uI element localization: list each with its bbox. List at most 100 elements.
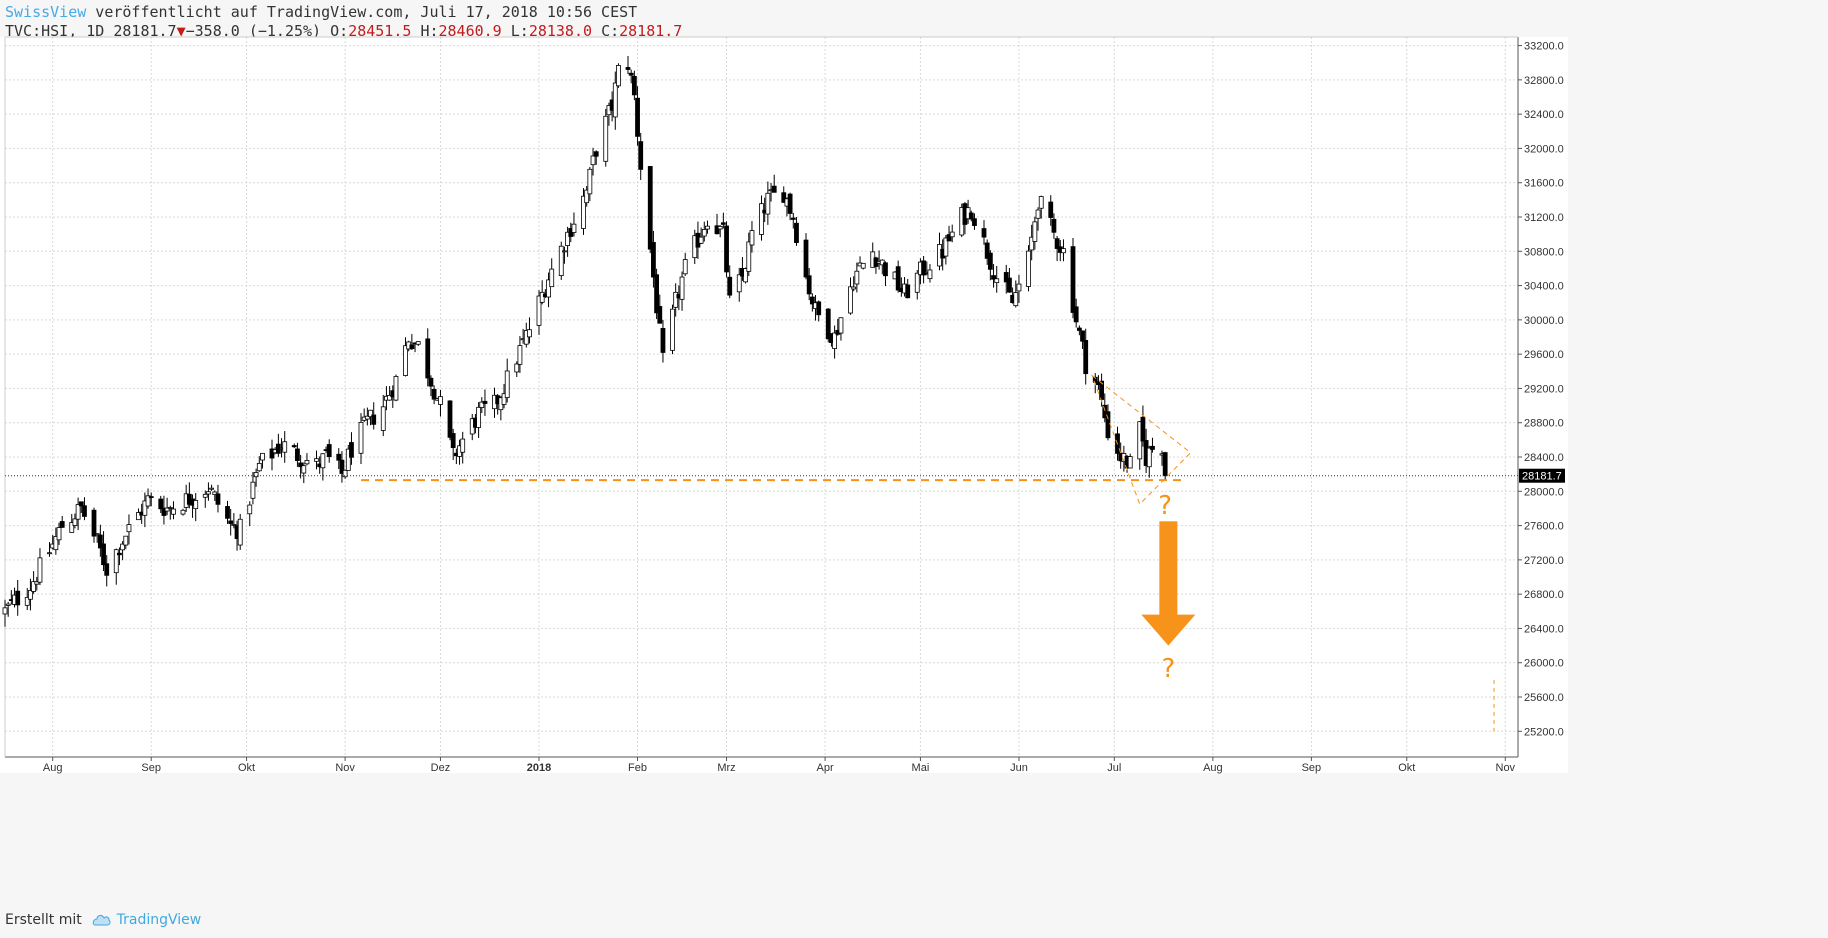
candle-body	[584, 189, 590, 204]
x-tick-label: Mrz	[717, 762, 735, 774]
candle-body	[539, 291, 545, 303]
candle-body	[593, 151, 599, 157]
candle-body	[409, 344, 415, 350]
candle-body	[148, 496, 154, 498]
publish-info: SwissView veröffentlicht auf TradingView…	[5, 3, 637, 21]
y-tick-label: 26800.0	[1524, 589, 1564, 601]
candle-body	[460, 438, 466, 453]
candle-body	[682, 259, 688, 275]
candle-body	[24, 597, 30, 606]
candle-body	[1016, 283, 1022, 292]
candle-body	[1029, 236, 1035, 251]
candle-body	[371, 414, 377, 425]
last-price-marker	[1519, 468, 1565, 483]
candle-body	[212, 491, 218, 496]
x-tick-label: Okt	[238, 762, 255, 774]
candle-body	[581, 195, 586, 229]
x-tick-label: Nov	[335, 762, 355, 774]
candle-body	[304, 460, 310, 465]
candle-body	[97, 534, 103, 549]
y-tick-label: 25200.0	[1524, 726, 1564, 738]
candle-body	[387, 394, 393, 401]
candle-body	[514, 363, 520, 373]
candle-body	[565, 231, 571, 246]
candle-body	[53, 536, 59, 551]
x-tick-label: Nov	[1496, 762, 1516, 774]
candle-body	[638, 141, 644, 170]
candle-body	[905, 284, 911, 299]
candle-body	[113, 549, 119, 574]
y-tick-label: 32000.0	[1524, 143, 1564, 155]
candle-body	[705, 225, 710, 230]
x-tick-label: Feb	[628, 762, 647, 774]
candle-body	[78, 501, 84, 507]
candle-body	[142, 500, 148, 516]
candle-body	[403, 345, 408, 376]
candle-body	[431, 388, 437, 400]
candle-body	[781, 192, 787, 203]
candle-body	[56, 527, 62, 541]
candle-body	[809, 296, 815, 305]
candle-body	[803, 239, 809, 278]
candle-body	[158, 498, 164, 510]
candle-body	[256, 462, 262, 472]
tradingview-link[interactable]: TradingView	[90, 912, 201, 928]
candle-body	[670, 308, 675, 351]
x-tick-label: Okt	[1398, 762, 1415, 774]
candle-body	[104, 563, 110, 576]
candle-body	[450, 433, 456, 449]
candle-body	[720, 222, 726, 225]
candle-body	[1061, 248, 1066, 254]
x-tick-label: Sep	[141, 762, 161, 774]
candle-body	[660, 328, 666, 353]
x-tick-label: Jul	[1107, 762, 1121, 774]
candle-body	[349, 442, 354, 458]
price-chart[interactable]: 25200.0 25600.0 26000.0 26400.0 26800.0 27200…	[0, 0, 1828, 900]
candle-body	[1007, 277, 1012, 293]
candle-body	[981, 228, 987, 238]
candle-body	[1013, 292, 1019, 307]
candle-body	[336, 453, 342, 461]
candle-body	[943, 237, 949, 257]
y-tick-label: 28000.0	[1524, 486, 1564, 498]
candle-body	[949, 231, 955, 238]
y-tick-label: 31200.0	[1524, 212, 1564, 224]
candle-body	[94, 533, 100, 536]
y-tick-label: 25600.0	[1524, 692, 1564, 704]
candle-body	[790, 217, 796, 220]
candle-body	[558, 245, 564, 277]
symbol-text: TVC:HSI, 1D 28181.7	[5, 22, 177, 40]
candle-body	[428, 377, 434, 387]
candle-body	[358, 421, 364, 454]
candle-body	[571, 223, 577, 233]
x-tick-label: Apr	[817, 762, 834, 774]
candle-body	[1162, 452, 1168, 477]
close-label: C:	[601, 22, 620, 40]
y-tick-label: 28800.0	[1524, 418, 1564, 430]
candle-body	[2, 607, 8, 615]
candle-body	[126, 524, 132, 533]
candle-body	[482, 400, 488, 404]
candle-body	[215, 493, 221, 505]
candle-body	[1092, 376, 1098, 383]
candle-body	[587, 168, 593, 195]
candle-body	[743, 268, 749, 283]
created-with-text: Erstellt mit	[5, 912, 82, 928]
candle-body	[123, 535, 129, 546]
candle-body	[635, 97, 640, 137]
tradingview-label: TradingView	[116, 912, 202, 928]
candle-body	[193, 500, 199, 510]
candle-body	[854, 270, 860, 285]
high-label: H:	[420, 22, 439, 40]
x-tick-label: 2018	[527, 762, 551, 774]
open-value: 28451.5	[348, 22, 412, 40]
candle-body	[209, 487, 215, 490]
low-value: 28138.0	[528, 22, 593, 40]
candle-body	[651, 242, 656, 278]
author-link[interactable]: SwissView	[5, 3, 87, 21]
annotations: ??	[361, 374, 1495, 732]
candle-body	[447, 400, 453, 438]
x-tick-label: Dez	[431, 762, 451, 774]
candle-body	[968, 212, 974, 220]
